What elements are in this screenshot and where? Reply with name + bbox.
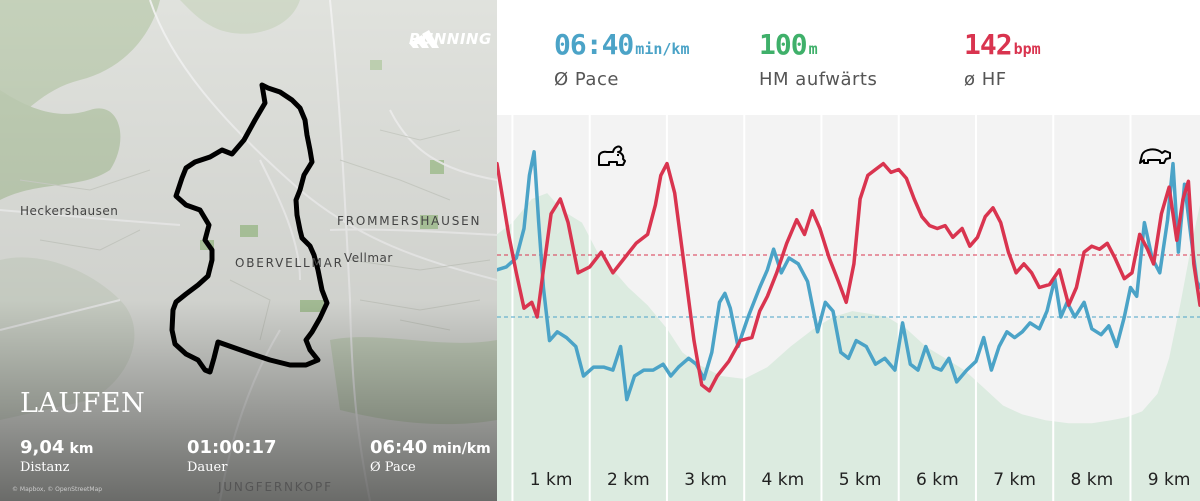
x-tick-label: 3 km: [684, 470, 727, 490]
distance-value: 9,04: [20, 437, 65, 458]
pace-value: 06:40: [554, 28, 634, 61]
hr-value: 142: [964, 28, 1013, 61]
map-attribution[interactable]: © Mapbox, © OpenStreetMap: [12, 486, 103, 493]
x-tick-label: 9 km: [1148, 470, 1191, 490]
x-tick-label: 7 km: [993, 470, 1036, 490]
elevation-unit: m: [808, 40, 818, 58]
pace-label: Ø Pace: [554, 69, 619, 90]
place-obervellmar: OBERVELLMAR: [235, 256, 344, 270]
elevation-area: [497, 193, 1200, 501]
duration-value: 01:00:17: [187, 437, 277, 458]
place-frommershausen: FROMMERSHAUSEN: [337, 214, 482, 228]
pace-series-line: [497, 150, 1200, 402]
place-vellmar: Vellmar: [344, 251, 393, 265]
elevation-value: 100: [759, 28, 808, 61]
x-tick-label: 6 km: [916, 470, 959, 490]
hr-series-line: [497, 161, 1200, 393]
stat-heart-rate: 142 bpm ø HF: [964, 28, 1041, 90]
performance-chart[interactable]: 1 km 2 km 3 km 4 km 5 km 6 km 7 km 8 km 9 km: [497, 115, 1200, 501]
turtle-icon: [1139, 148, 1171, 164]
hr-label: ø HF: [964, 69, 1007, 90]
x-tick-label: 8 km: [1071, 470, 1114, 490]
route-map[interactable]: Heckershausen FROMMERSHAUSEN OBERVELLMAR…: [0, 0, 497, 501]
activity-type: LAUFEN: [20, 388, 146, 419]
stat-elevation: 100 m HM aufwärts: [759, 28, 877, 90]
distance-unit: km: [69, 441, 94, 457]
elevation-label: HM aufwärts: [759, 69, 878, 90]
pace-unit: min/km: [635, 40, 690, 58]
map-pace-unit: min/km: [432, 441, 491, 457]
distance-label: Distanz: [20, 460, 70, 475]
map-pace-label: Ø Pace: [370, 460, 416, 475]
map-pace-value: 06:40: [370, 437, 428, 458]
hr-unit: bpm: [1013, 40, 1041, 58]
x-tick-label: 4 km: [762, 470, 805, 490]
map-stat-distance: 9,04 km Distanz: [20, 437, 93, 475]
duration-label: Dauer: [187, 460, 228, 475]
rabbit-icon: [598, 145, 626, 166]
stat-pace: 06:40 min/km Ø Pace: [554, 28, 689, 90]
map-stat-duration: 01:00:17 Dauer: [187, 437, 277, 475]
chart-svg: 1 km 2 km 3 km 4 km 5 km 6 km 7 km 8 km 9 km: [497, 115, 1200, 501]
x-tick-label: 2 km: [607, 470, 650, 490]
map-stat-pace: 06:40 min/km Ø Pace: [370, 437, 491, 475]
map-background: [0, 0, 497, 501]
x-tick-label: 5 km: [839, 470, 882, 490]
x-tick-label: 1 km: [530, 470, 573, 490]
place-jungfernkopf: JUNGFERNKOPF: [218, 480, 333, 494]
adidas-stripes-icon: [409, 30, 439, 48]
brand-logo: RUNNING: [409, 30, 491, 48]
place-heckershausen: Heckershausen: [20, 204, 119, 218]
stats-header: 06:40 min/km Ø Pace 100 m HM aufwärts 142 b…: [497, 0, 1200, 115]
